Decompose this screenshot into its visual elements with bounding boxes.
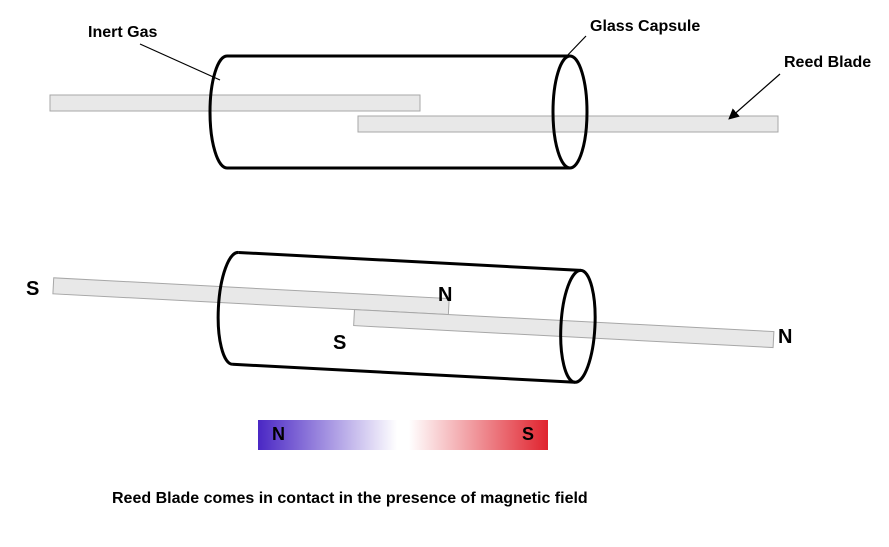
reed-blade-right [358, 116, 778, 132]
reed-blade-right-closed [354, 310, 774, 348]
label-reed-blade: Reed Blade [784, 54, 871, 72]
label-glass-capsule: Glass Capsule [590, 18, 700, 36]
pole-s-mid: S [333, 332, 346, 355]
reed-switch-diagram [0, 0, 889, 547]
leader-reed-blade [730, 74, 780, 118]
reed-blade-left [50, 95, 420, 111]
reed-blade-left-closed [53, 278, 449, 315]
magnet-s-label: S [522, 424, 534, 445]
pole-n-right: N [778, 326, 792, 349]
pole-n-mid: N [438, 284, 452, 307]
bar-magnet [258, 420, 548, 450]
bottom-assembly [50, 243, 777, 393]
caption: Reed Blade comes in contact in the prese… [112, 490, 772, 508]
top-assembly [50, 36, 780, 168]
glass-capsule [210, 56, 587, 168]
pole-s-left: S [26, 278, 39, 301]
leader-inert-gas [140, 44, 220, 80]
magnet-n-label: N [272, 424, 285, 445]
label-inert-gas: Inert Gas [88, 24, 157, 42]
